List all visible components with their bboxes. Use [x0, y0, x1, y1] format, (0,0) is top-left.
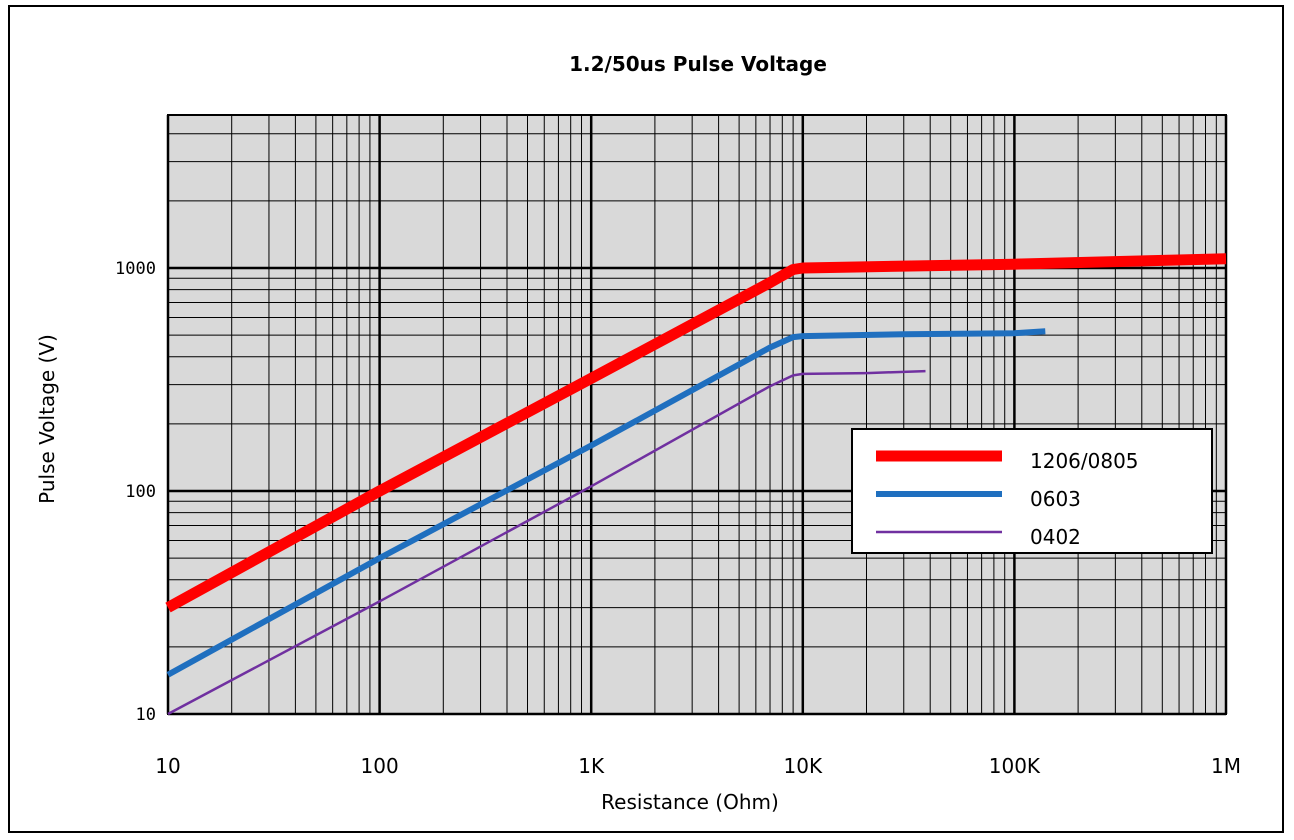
series-line-1206-0805	[165, 253, 1227, 613]
x-tick-label: 10K	[784, 754, 823, 778]
legend: 1206/0805 0603 0402	[851, 428, 1213, 554]
series-line-0402	[167, 369, 926, 716]
x-axis-label: Resistance (Ohm)	[601, 790, 779, 814]
legend-label: 0603	[1030, 487, 1081, 511]
x-tick-label: 100	[361, 754, 399, 778]
x-tick-label: 100K	[989, 754, 1041, 778]
legend-label: 0402	[1030, 525, 1081, 549]
series-group	[165, 253, 1227, 716]
y-tick-label: 10	[136, 705, 156, 725]
y-tick-label: 1000	[115, 259, 156, 279]
y-axis-label: Pulse Voltage (V)	[35, 334, 59, 504]
chart-frame: 1.2/50us Pulse Voltage Resistance (Ohm) …	[8, 5, 1284, 833]
series-line-0603	[166, 328, 1046, 678]
chart-title: 1.2/50us Pulse Voltage	[569, 52, 827, 76]
x-tick-label: 1K	[578, 754, 605, 778]
legend-label: 1206/0805	[1030, 449, 1139, 473]
y-tick-label: 100	[125, 482, 156, 502]
plot-area	[168, 115, 1226, 714]
chart-svg: 1.2/50us Pulse Voltage Resistance (Ohm) …	[35, 52, 1241, 814]
grid	[166, 114, 1228, 716]
tick-labels: 10 100 1K 10K 100K 1M 10 100 1000	[115, 259, 1241, 778]
x-tick-label: 1M	[1211, 754, 1241, 778]
x-tick-label: 10	[155, 754, 180, 778]
plot-border	[167, 114, 1227, 715]
